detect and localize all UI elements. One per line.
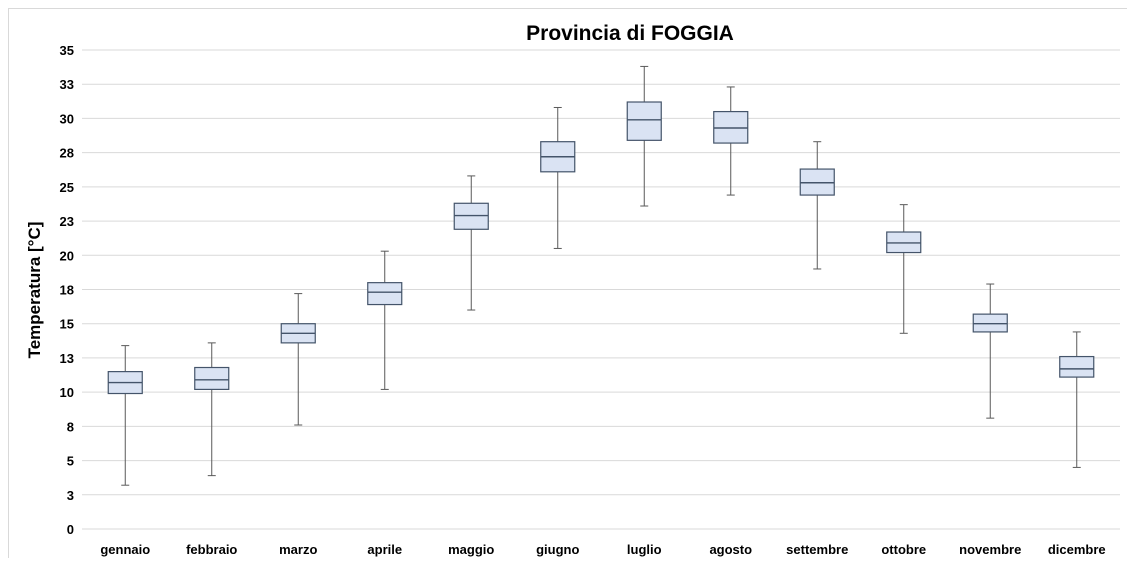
box-maggio bbox=[453, 175, 489, 311]
y-tick-label: 35 bbox=[60, 43, 74, 58]
y-tick-label: 13 bbox=[60, 351, 74, 366]
y-tick-label: 5 bbox=[67, 454, 74, 469]
y-tick-label: 28 bbox=[60, 146, 74, 161]
y-tick-label: 15 bbox=[60, 317, 74, 332]
x-tick-label: aprile bbox=[367, 542, 402, 557]
x-tick-label: luglio bbox=[627, 542, 662, 557]
y-tick-label: 3 bbox=[67, 488, 74, 503]
iqr-box bbox=[1059, 355, 1095, 378]
x-tick-label: dicembre bbox=[1048, 542, 1106, 557]
box-settembre bbox=[799, 141, 835, 270]
box-novembre bbox=[972, 283, 1008, 419]
grid-layer bbox=[82, 49, 1120, 530]
y-tick-label: 33 bbox=[60, 77, 74, 92]
boxes-layer bbox=[107, 65, 1095, 486]
y-tick-label: 23 bbox=[60, 214, 74, 229]
x-tick-label: agosto bbox=[709, 542, 752, 557]
y-tick-label: 0 bbox=[67, 522, 74, 537]
y-tick-label: 20 bbox=[60, 248, 74, 263]
box-dicembre bbox=[1059, 331, 1095, 468]
x-tick-label: gennaio bbox=[100, 542, 150, 557]
y-tick-label: 8 bbox=[67, 419, 74, 434]
y-tick-label: 25 bbox=[60, 180, 74, 195]
x-tick-label: marzo bbox=[279, 542, 317, 557]
iqr-box bbox=[194, 366, 230, 391]
x-tick-labels: gennaio febbraio marzo aprile maggio giugno lu… bbox=[100, 542, 1105, 557]
x-tick-label: settembre bbox=[786, 542, 848, 557]
x-tick-label: giugno bbox=[536, 542, 579, 557]
box-giugno bbox=[540, 106, 576, 249]
iqr-box bbox=[626, 101, 662, 141]
y-tick-label: 10 bbox=[60, 385, 74, 400]
box-agosto bbox=[713, 86, 749, 196]
x-tick-label: ottobre bbox=[881, 542, 926, 557]
box-luglio bbox=[626, 65, 662, 207]
chart-title: Provincia di FOGGIA bbox=[526, 22, 734, 45]
x-tick-label: novembre bbox=[959, 542, 1021, 557]
iqr-box bbox=[367, 282, 403, 306]
box-febbraio bbox=[194, 342, 230, 477]
x-tick-label: febbraio bbox=[186, 542, 237, 557]
y-axis-label: Temperatura [°C] bbox=[25, 222, 44, 359]
y-tick-label: 30 bbox=[60, 111, 74, 126]
box-ottobre bbox=[886, 204, 922, 334]
y-tick-label: 18 bbox=[60, 283, 74, 298]
box-aprile bbox=[367, 250, 403, 390]
box-gennaio bbox=[107, 345, 143, 486]
box-marzo bbox=[280, 293, 316, 426]
x-tick-label: maggio bbox=[448, 542, 494, 557]
